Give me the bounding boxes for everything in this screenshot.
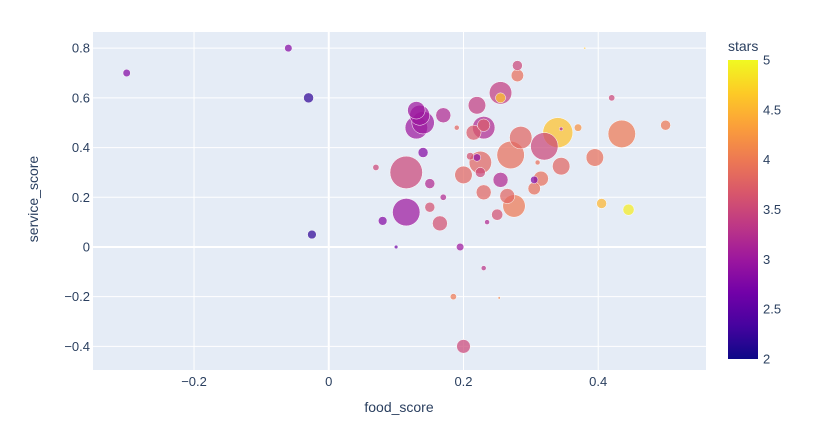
y-tick-label: 0.8 bbox=[72, 41, 90, 56]
data-point bbox=[303, 92, 314, 104]
data-point bbox=[492, 172, 509, 188]
y-tick-label: 0.2 bbox=[72, 190, 90, 205]
data-point bbox=[466, 152, 475, 161]
data-point bbox=[284, 44, 293, 53]
data-point bbox=[527, 182, 541, 196]
colorbar-tick-label: 4.5 bbox=[763, 102, 781, 117]
data-point bbox=[530, 132, 559, 161]
data-point bbox=[465, 124, 482, 141]
data-point bbox=[607, 119, 636, 148]
colorbar-tick-label: 3 bbox=[763, 252, 770, 267]
data-point bbox=[450, 293, 457, 301]
data-point bbox=[510, 68, 524, 82]
colorbar-tick-label: 2.5 bbox=[763, 302, 781, 317]
data-point bbox=[472, 153, 481, 162]
data-point bbox=[456, 242, 465, 251]
colorbar-tick-label: 3.5 bbox=[763, 202, 781, 217]
data-point bbox=[484, 219, 490, 225]
data-point bbox=[608, 94, 616, 102]
y-tick-label: 0 bbox=[83, 239, 90, 254]
data-point bbox=[622, 203, 635, 216]
x-tick-label: −0.2 bbox=[181, 374, 207, 389]
colorbar-ticks: 2 2.5 3 3.5 4 4.5 5 bbox=[763, 53, 781, 367]
data-point bbox=[307, 229, 317, 240]
colorbar-tick-label: 4 bbox=[763, 152, 770, 167]
data-point bbox=[559, 126, 564, 132]
data-point bbox=[424, 201, 436, 213]
data-point bbox=[509, 126, 533, 150]
data-point bbox=[439, 193, 447, 201]
data-point bbox=[534, 159, 541, 166]
data-point bbox=[480, 265, 487, 271]
data-point bbox=[585, 148, 604, 167]
data-point bbox=[467, 96, 486, 115]
data-point bbox=[499, 188, 516, 204]
data-point bbox=[417, 147, 429, 158]
data-point bbox=[530, 175, 539, 184]
data-point bbox=[552, 157, 571, 176]
data-point bbox=[512, 60, 523, 71]
data-point bbox=[432, 215, 448, 232]
data-point bbox=[456, 339, 471, 354]
data-point bbox=[497, 296, 501, 300]
data-point bbox=[389, 155, 423, 189]
y-tick-label: 0.4 bbox=[72, 140, 90, 155]
colorbar-title: stars bbox=[728, 38, 758, 54]
grid-lines bbox=[93, 32, 706, 370]
data-point bbox=[491, 208, 504, 221]
data-point bbox=[583, 46, 586, 50]
y-tick-label: −0.4 bbox=[64, 339, 90, 354]
y-axis-title: service_score bbox=[25, 156, 41, 243]
colorbar: stars 2 2.5 3 3.5 4 4.5 5 bbox=[728, 38, 781, 367]
colorbar-gradient bbox=[728, 60, 758, 359]
colorbar-tick-label: 2 bbox=[763, 352, 770, 367]
x-axis-title: food_score bbox=[364, 399, 433, 415]
data-point bbox=[454, 165, 473, 184]
data-point bbox=[454, 124, 460, 131]
data-point bbox=[435, 107, 452, 124]
y-tick-label: −0.2 bbox=[64, 289, 90, 304]
y-tick-label: 0.6 bbox=[72, 90, 90, 105]
data-point bbox=[392, 198, 421, 227]
x-axis-ticks: −0.2 0 0.2 0.4 bbox=[181, 374, 607, 389]
data-point bbox=[660, 119, 671, 131]
x-tick-label: 0.4 bbox=[589, 374, 607, 389]
data-point bbox=[477, 118, 491, 132]
data-point bbox=[407, 101, 426, 120]
data-point bbox=[475, 167, 486, 178]
data-point bbox=[424, 178, 436, 189]
data-point bbox=[122, 69, 131, 78]
colorbar-tick-label: 5 bbox=[763, 53, 770, 68]
data-point bbox=[596, 198, 607, 209]
x-tick-label: 0 bbox=[325, 374, 332, 389]
data-point bbox=[495, 92, 506, 104]
data-points bbox=[122, 44, 671, 354]
data-point bbox=[372, 164, 380, 171]
y-axis-ticks: −0.4 −0.2 0 0.2 0.4 0.6 0.8 bbox=[64, 41, 90, 354]
data-point bbox=[475, 184, 492, 201]
data-point bbox=[394, 244, 399, 250]
x-tick-label: 0.2 bbox=[454, 374, 472, 389]
data-point bbox=[378, 216, 388, 226]
data-point bbox=[574, 123, 583, 132]
